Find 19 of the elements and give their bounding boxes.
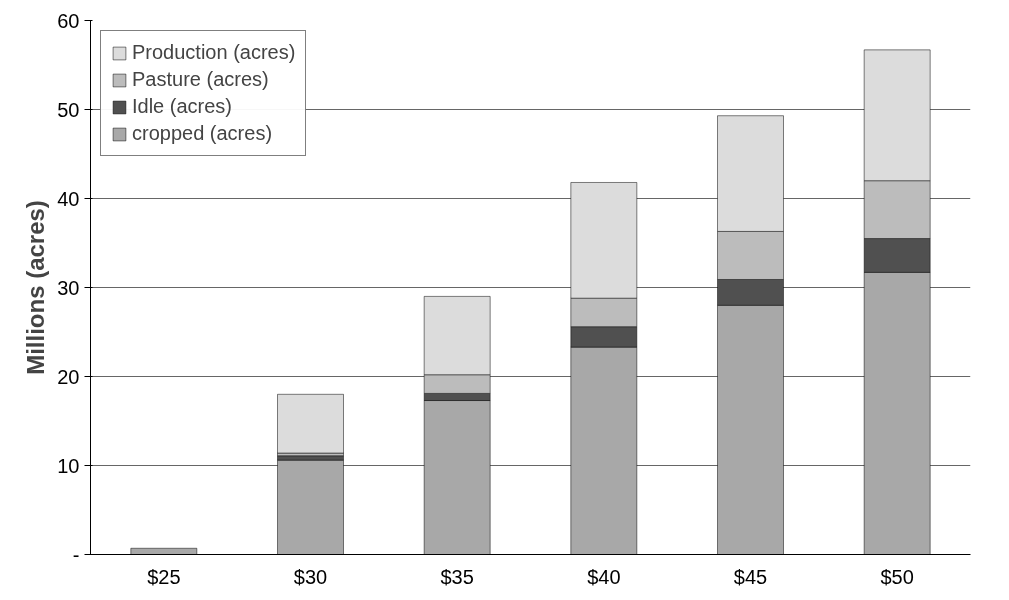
x-tick-label: $30: [293, 565, 328, 588]
legend-label: Pasture (acres): [132, 68, 269, 91]
x-tick-label: $45: [733, 565, 768, 588]
legend-label: Production (acres): [132, 41, 296, 64]
legend-label: cropped (acres): [132, 122, 273, 145]
x-tick-label: $25: [147, 565, 181, 588]
y-axis-title: Millions (acres): [22, 200, 50, 375]
y-tick-label: 30: [57, 276, 80, 299]
legend-label: Idle (acres): [132, 95, 233, 118]
y-tick-label: -: [72, 543, 80, 566]
y-tick-label: 50: [57, 98, 80, 121]
y-tick-label: 60: [57, 9, 80, 32]
bar: [277, 394, 344, 454]
x-tick-label: $40: [587, 565, 621, 588]
y-tick-label: 20: [57, 365, 80, 388]
y-tick-label: 10: [57, 454, 80, 477]
x-tick-label: $35: [440, 565, 474, 588]
y-tick-label: 40: [57, 187, 80, 210]
x-tick-label: $50: [880, 565, 914, 588]
